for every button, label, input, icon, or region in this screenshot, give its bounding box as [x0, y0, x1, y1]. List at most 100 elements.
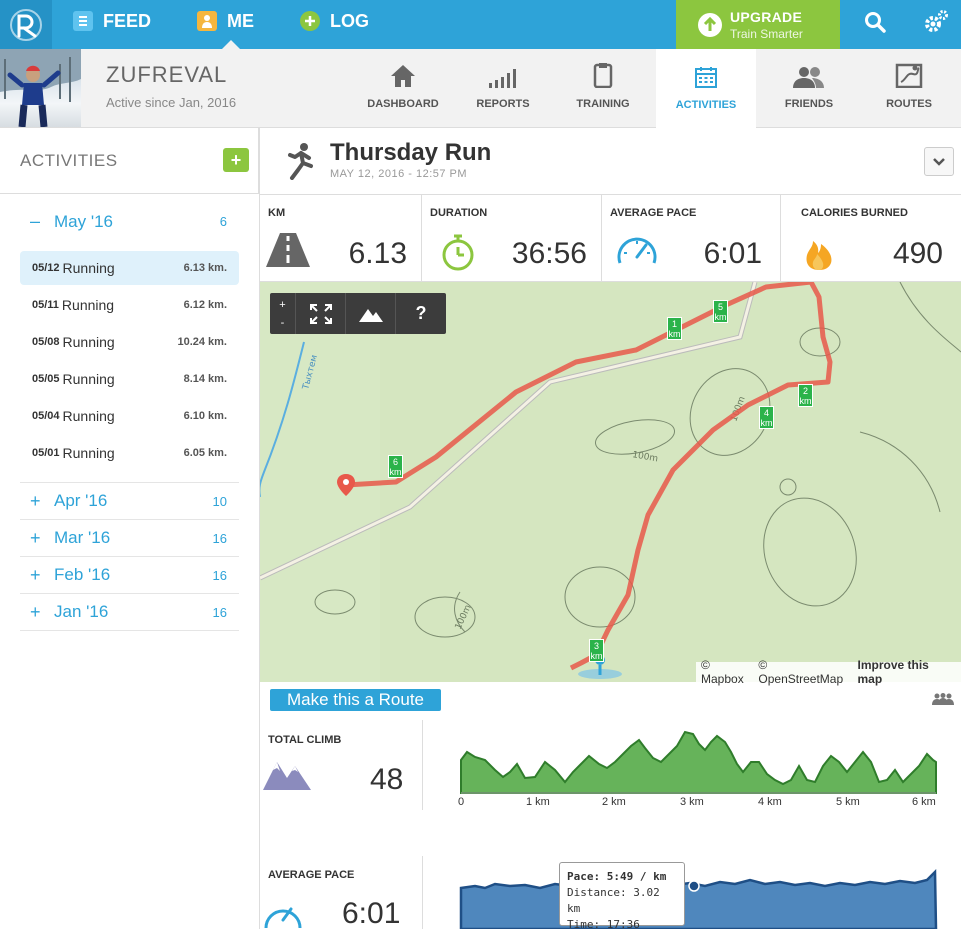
stopwatch-icon: [440, 233, 476, 276]
month-count: 6: [219, 214, 227, 229]
road-icon: [266, 233, 310, 272]
route-map[interactable]: Тыхтем 100m 100m 100m: [260, 282, 961, 682]
sidebar-title: ACTIVITIES: [20, 151, 118, 170]
clipboard-icon: [593, 63, 613, 88]
km-marker-unit: km: [799, 396, 812, 406]
activity-date: 05/05: [32, 373, 60, 385]
nav-log-link[interactable]: LOG: [300, 0, 369, 42]
activity-list-item[interactable]: 05/05 Running 8.14 km.: [20, 362, 239, 396]
activity-list-item[interactable]: 05/04 Running 6.10 km.: [20, 399, 239, 433]
map-controls: + - ?: [270, 293, 446, 334]
km-marker[interactable]: 4 km: [759, 406, 774, 429]
activity-distance: 6.10 km.: [183, 410, 227, 422]
osm-attribution-link[interactable]: © OpenStreetMap: [758, 658, 844, 686]
activity-list-item[interactable]: 05/12 Running 6.13 km.: [20, 251, 239, 285]
km-marker[interactable]: 2 km: [798, 384, 813, 407]
expand-toggle[interactable]: +: [30, 490, 41, 511]
speedometer-icon: [263, 894, 303, 934]
stat-duration: DURATION 36:56: [422, 195, 602, 281]
feed-icon: [73, 11, 93, 31]
upgrade-button[interactable]: UPGRADE Train Smarter: [676, 0, 840, 49]
make-route-button[interactable]: Make this a Route: [270, 689, 441, 711]
tab-friends-label: FRIENDS: [784, 98, 834, 110]
month-group-feb[interactable]: + Feb '16 16: [20, 557, 239, 594]
pace-hover-point[interactable]: [688, 880, 700, 892]
km-marker[interactable]: 6 km: [388, 455, 403, 478]
tab-dashboard[interactable]: DASHBOARD: [353, 49, 453, 128]
month-name: Jan '16: [54, 602, 109, 621]
nav-feed-link[interactable]: FEED: [73, 0, 151, 42]
expand-toggle[interactable]: +: [30, 601, 41, 622]
tab-reports[interactable]: REPORTS: [453, 49, 553, 128]
km-marker-number: 2: [802, 386, 808, 396]
divider: [20, 482, 239, 483]
upgrade-subtitle: Train Smarter: [730, 26, 803, 41]
search-icon[interactable]: [864, 11, 886, 38]
tab-training[interactable]: TRAINING: [553, 49, 653, 128]
stat-value: 490: [892, 237, 943, 270]
route-map-icon: [895, 63, 923, 88]
improve-map-link[interactable]: Improve this map: [857, 658, 929, 686]
nav-log-label: LOG: [330, 10, 369, 31]
tooltip-distance: Distance: 3.02 km: [567, 886, 660, 915]
stat-average-pace: AVERAGE PACE 6:01: [602, 195, 781, 281]
expand-toggle[interactable]: +: [30, 564, 41, 585]
km-marker-number: 3: [593, 641, 599, 651]
axis-tick-label: 6 km: [912, 796, 936, 808]
month-group-mar[interactable]: + Mar '16 16: [20, 520, 239, 557]
stat-label: KM: [268, 207, 286, 219]
month-count: 16: [212, 604, 227, 620]
km-marker-number: 1: [671, 319, 677, 329]
tab-routes[interactable]: ROUTES: [859, 49, 959, 128]
activity-list-item[interactable]: 05/08 Running 10.24 km.: [20, 325, 239, 359]
zoom-out-button[interactable]: -: [280, 316, 285, 329]
tab-routes-label: ROUTES: [886, 98, 932, 110]
axis-tick-label: 3 km: [680, 796, 704, 808]
nav-me-link[interactable]: ME: [197, 0, 254, 42]
month-group-may[interactable]: – May '16 6: [20, 203, 239, 240]
home-icon: [391, 65, 415, 87]
terrain-toggle-button[interactable]: [346, 293, 396, 334]
settings-gear-icon[interactable]: [922, 9, 950, 40]
activity-list-item[interactable]: 05/01 Running 6.05 km.: [20, 436, 239, 470]
km-marker[interactable]: 3 km: [589, 639, 604, 662]
stat-label: AVERAGE PACE: [610, 207, 697, 219]
month-name: Apr '16: [54, 491, 108, 510]
stat-distance: KM 6.13: [260, 195, 422, 281]
arrow-up-circle-icon: [698, 12, 722, 37]
friends-icon: [793, 67, 824, 88]
month-group-apr[interactable]: + Apr '16 10: [20, 483, 239, 520]
pace-label: AVERAGE PACE: [268, 869, 355, 881]
mapbox-attribution-link[interactable]: © Mapbox: [701, 658, 744, 686]
km-marker-unit: km: [668, 329, 681, 339]
month-name: Mar '16: [54, 528, 111, 547]
add-activity-button[interactable]: +: [223, 148, 249, 172]
avatar[interactable]: [0, 49, 81, 127]
activity-distance: 6.05 km.: [183, 447, 227, 459]
activity-type: Running: [62, 371, 115, 387]
map-help-button[interactable]: ?: [415, 303, 427, 323]
zoom-in-button[interactable]: +: [279, 298, 286, 311]
upgrade-title: UPGRADE: [730, 8, 803, 25]
km-marker[interactable]: 1 km: [667, 317, 682, 340]
km-marker-number: 5: [717, 302, 723, 312]
contour-label: 100m: [631, 450, 658, 464]
month-name: May '16: [54, 211, 113, 231]
elevation-chart: [455, 722, 945, 802]
axis-tick-label: 2 km: [602, 796, 626, 808]
stat-calories: CALORIES BURNED 490: [781, 195, 961, 281]
group-icon[interactable]: [932, 692, 954, 710]
month-group-jan[interactable]: + Jan '16 16: [20, 594, 239, 631]
runkeeper-logo-icon: [10, 8, 42, 41]
fullscreen-button[interactable]: [296, 293, 346, 334]
app-logo[interactable]: [0, 0, 52, 49]
start-pin-icon[interactable]: [337, 474, 355, 496]
collapse-toggle[interactable]: –: [30, 211, 41, 231]
tab-activities[interactable]: ACTIVITIES: [656, 49, 756, 129]
activity-list-item[interactable]: 05/11 Running 6.12 km.: [20, 288, 239, 322]
tab-friends[interactable]: FRIENDS: [759, 49, 859, 128]
activity-options-dropdown[interactable]: [924, 147, 954, 176]
expand-toggle[interactable]: +: [30, 527, 41, 548]
tooltip-time: Time: 17:36: [567, 918, 640, 931]
km-marker[interactable]: 5 km: [713, 300, 728, 323]
